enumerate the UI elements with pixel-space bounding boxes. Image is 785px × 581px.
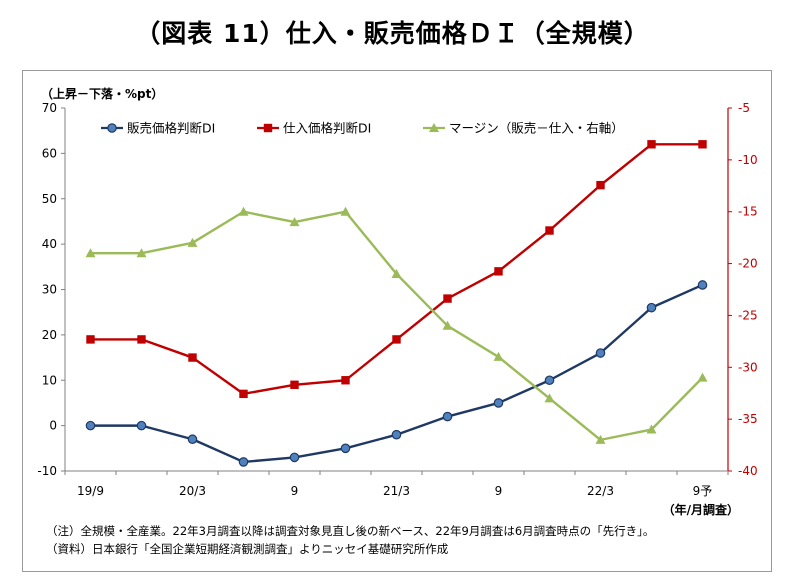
left-tick-label: 10 xyxy=(42,373,57,387)
right-tick-label: -20 xyxy=(738,257,758,271)
data-point xyxy=(391,429,402,440)
data-point xyxy=(646,302,657,313)
data-point xyxy=(647,140,656,149)
legend-marker xyxy=(107,123,117,133)
left-tick-label: 40 xyxy=(42,237,57,251)
legend-label: 販売価格判断DI xyxy=(127,121,215,136)
legend-marker xyxy=(263,123,273,133)
legend-label: マージン（販売－仕入・右軸） xyxy=(449,121,624,136)
chart-frame: -10 0 10 20 30 40 50 60 70 -40 -35 -30 -25 -20 -15 -10 -… xyxy=(22,70,772,572)
data-point xyxy=(85,248,96,258)
right-tick-label: -25 xyxy=(738,308,758,322)
right-tick-label: -30 xyxy=(738,360,758,374)
chart-title: （図表 11）仕入・販売価格ＤＩ（全規模） xyxy=(135,19,650,48)
data-point xyxy=(544,375,555,386)
data-point xyxy=(697,372,708,382)
data-point xyxy=(187,237,198,247)
data-point xyxy=(596,180,605,190)
chart-svg: -10 0 10 20 30 40 50 60 70 -40 -35 -30 -25 -20 -15 -10 -… xyxy=(37,86,758,517)
x-tick-label: 19/9 xyxy=(77,484,104,498)
y-axis-label: （上昇－下落・%pt） xyxy=(41,86,163,101)
right-tick-label: -35 xyxy=(738,412,758,426)
data-point xyxy=(187,434,198,445)
data-point xyxy=(137,335,146,344)
data-point xyxy=(86,335,95,344)
left-tick-label: 0 xyxy=(49,419,57,433)
data-point xyxy=(442,320,453,330)
data-point xyxy=(698,140,707,149)
footnote: （注）全規模・全産業。22年3月調査以降は調査対象見直し後の新ベース、22年9月… xyxy=(46,524,655,538)
data-point xyxy=(238,206,249,216)
data-point xyxy=(391,268,402,278)
data-point xyxy=(595,348,606,358)
data-point xyxy=(85,420,96,431)
x-tick-label: 9 xyxy=(495,484,503,498)
data-point xyxy=(289,452,300,463)
data-point xyxy=(136,420,147,431)
right-tick-label: -15 xyxy=(738,205,758,219)
left-tick-label: 20 xyxy=(42,328,57,342)
right-tick-label: -10 xyxy=(738,153,758,167)
data-point xyxy=(494,267,503,276)
data-point xyxy=(188,353,197,362)
left-tick-label: 30 xyxy=(42,283,57,297)
data-point xyxy=(493,351,504,361)
x-tick-label: 20/3 xyxy=(179,484,206,498)
data-point xyxy=(646,424,657,434)
legend-marker xyxy=(429,123,439,132)
data-point xyxy=(136,248,147,258)
data-point xyxy=(289,217,300,227)
data-point xyxy=(544,393,555,403)
x-tick-label: 9予 xyxy=(693,484,713,498)
left-tick-label: 70 xyxy=(42,101,57,115)
data-point xyxy=(443,294,452,303)
series-line xyxy=(90,210,704,442)
data-point xyxy=(340,443,351,454)
x-tick-label: 9 xyxy=(291,484,299,498)
data-point xyxy=(239,389,248,399)
x-tick-label: 22/3 xyxy=(587,484,614,498)
data-point xyxy=(442,411,453,422)
data-point xyxy=(392,335,401,344)
left-tick-label: -10 xyxy=(37,464,57,478)
right-tick-label: -40 xyxy=(738,464,758,478)
data-point xyxy=(341,376,350,385)
data-point xyxy=(697,280,708,290)
source-note: （資料）日本銀行「全国企業短期経済観測調査」よりニッセイ基礎研究所作成 xyxy=(46,542,449,556)
x-tick-label: 21/3 xyxy=(383,484,410,498)
data-point xyxy=(238,457,249,467)
data-point xyxy=(290,380,299,389)
right-tick-label: -5 xyxy=(738,101,750,115)
data-point xyxy=(340,206,351,216)
data-point xyxy=(493,398,504,408)
data-point xyxy=(545,226,554,235)
legend-label: 仕入価格判断DI xyxy=(283,121,371,136)
left-tick-label: 60 xyxy=(42,146,57,160)
data-point xyxy=(595,434,606,444)
x-axis-label: （年/月調査） xyxy=(663,502,739,517)
left-tick-label: 50 xyxy=(42,192,57,206)
